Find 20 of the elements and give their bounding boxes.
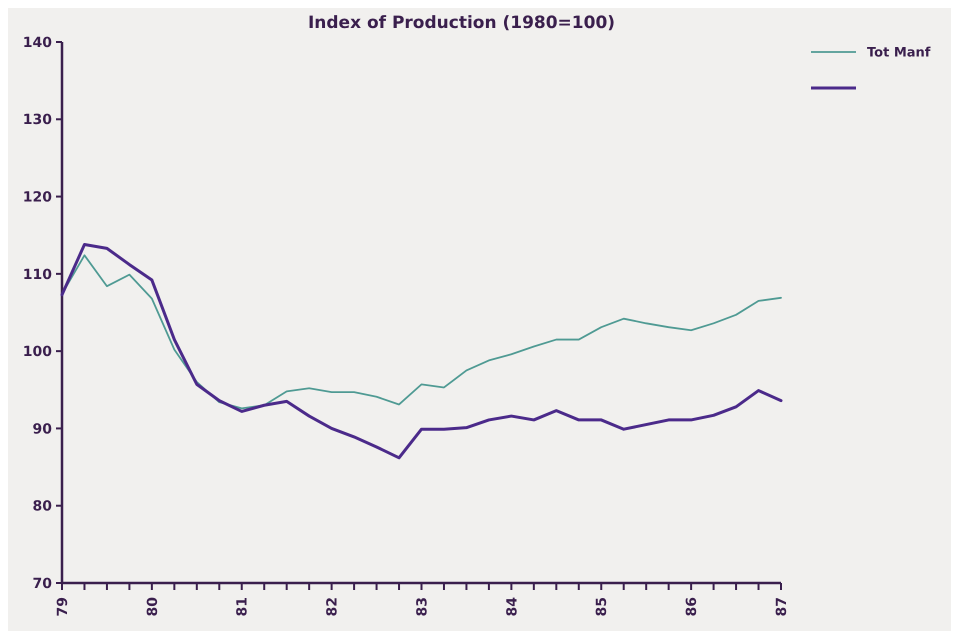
line-series: [60, 242, 782, 460]
y-tick-label: 80: [32, 498, 52, 515]
y-tick-label: 120: [22, 189, 52, 206]
x-tick-label: 83: [414, 597, 430, 616]
x-tick-label: 81: [234, 597, 251, 616]
chart-title: Index of Production (1980=100): [308, 13, 616, 33]
y-tick-label: 70: [32, 576, 52, 592]
x-tick-label: 82: [324, 597, 341, 616]
x-tick-label: 87: [774, 597, 790, 616]
x-tick-label: 86: [684, 597, 700, 616]
y-tick-label: 110: [22, 266, 52, 283]
y-tick-label: 130: [22, 112, 52, 128]
x-tick-label: 84: [504, 596, 520, 616]
x-tick-label: 80: [144, 596, 161, 616]
y-tick-label: 100: [22, 344, 52, 360]
x-tick-label: 85: [594, 597, 610, 616]
y-tick-label: 90: [32, 421, 52, 438]
x-tick-label: 79: [54, 597, 71, 616]
legend-label: Tot Manf: [867, 46, 931, 61]
y-tick-label: 140: [22, 34, 52, 51]
